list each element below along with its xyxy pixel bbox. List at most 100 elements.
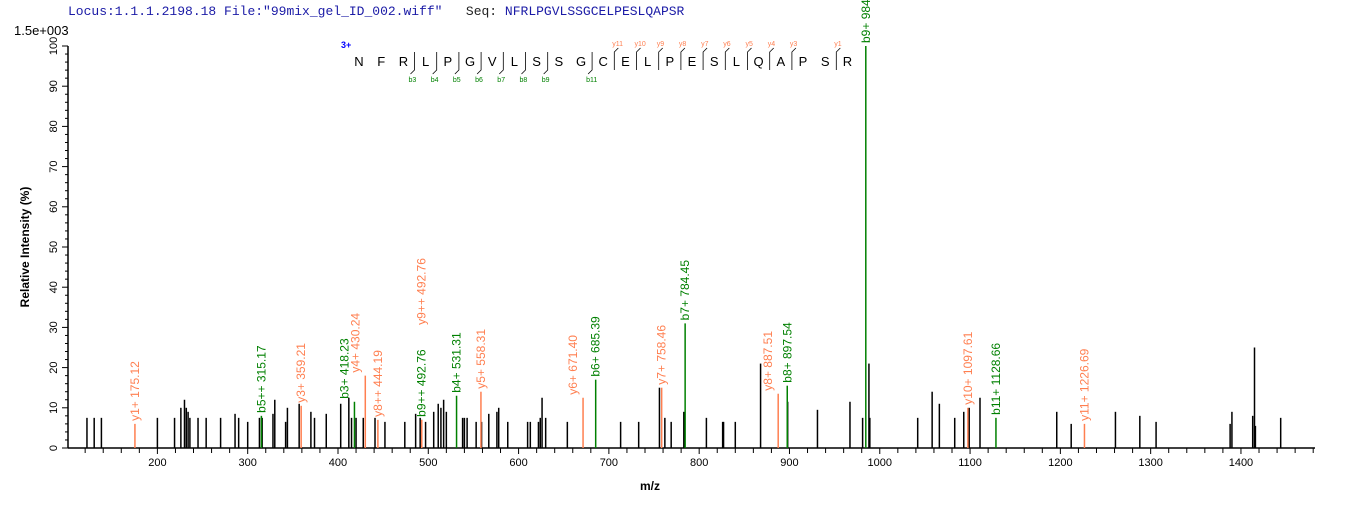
y-ion-label: y1+ 175.12 bbox=[128, 361, 142, 421]
b-ion-marker: b6 bbox=[475, 77, 483, 84]
b-ion-marker: b4 bbox=[431, 77, 439, 84]
y-ion-label: y4+ 430.24 bbox=[348, 313, 362, 373]
b-ion-bracket bbox=[499, 52, 504, 75]
sequence-residue: E bbox=[621, 54, 630, 69]
y-ion-label: y9++ 492.76 bbox=[415, 258, 429, 325]
sequence-residue: S bbox=[821, 54, 830, 69]
y-ion-marker: y8 bbox=[679, 41, 687, 48]
y-ion-label: y5+ 558.31 bbox=[474, 329, 488, 389]
sequence-residue: L bbox=[644, 54, 651, 69]
y-ion-marker: y6 bbox=[723, 41, 731, 48]
sequence-residue: G bbox=[465, 54, 475, 69]
y-ion-label: y8+ 887.51 bbox=[761, 331, 775, 391]
y-ion-label: y7+ 758.46 bbox=[655, 325, 669, 385]
x-tick-label: 200 bbox=[148, 457, 166, 469]
y-ion-marker: y9 bbox=[657, 41, 665, 48]
x-tick-label: 1000 bbox=[868, 457, 892, 469]
sequence-residue: S bbox=[710, 54, 719, 69]
sequence-residue: Q bbox=[754, 54, 764, 69]
y-tick-label: 10 bbox=[48, 402, 60, 414]
seq-key: Seq: bbox=[465, 4, 498, 19]
sequence-residue: R bbox=[843, 54, 852, 69]
y-ion-label: y3+ 359.21 bbox=[294, 343, 308, 403]
y-tick-label: 100 bbox=[48, 37, 60, 55]
x-tick-label: 400 bbox=[329, 457, 347, 469]
b-ion-label: b11+ 1128.66 bbox=[989, 343, 1003, 415]
x-tick-label: 600 bbox=[509, 457, 527, 469]
b-ion-marker: b7 bbox=[497, 77, 505, 84]
x-tick-label: 700 bbox=[600, 457, 618, 469]
spectrum-header: Locus:1.1.1.2198.18 File:"99mix_gel_ID_0… bbox=[68, 4, 684, 19]
y-ion-bracket bbox=[724, 47, 730, 70]
y-tick-label: 30 bbox=[48, 321, 60, 333]
sequence-residue: R bbox=[399, 54, 408, 69]
y-ion-label: y6+ 671.40 bbox=[566, 335, 580, 395]
locus-label: Locus:1.1.1.2198.18 bbox=[68, 4, 217, 19]
y-tick-label: 70 bbox=[48, 160, 60, 172]
y-ion-marker: y4 bbox=[768, 41, 776, 48]
sequence-residue: A bbox=[776, 54, 785, 69]
sequence-residue: S bbox=[554, 54, 563, 69]
b-ion-bracket bbox=[521, 52, 526, 75]
y-ion-marker: y3 bbox=[790, 41, 798, 48]
b-ion-marker: b9 bbox=[542, 77, 550, 84]
y-axis-label: Relative Intensity (%) bbox=[18, 187, 32, 308]
b-ion-label: b5++ 315.17 bbox=[254, 345, 268, 413]
b-ion-bracket bbox=[454, 52, 460, 75]
b-ion-bracket bbox=[410, 52, 415, 75]
y-ion-bracket bbox=[769, 47, 774, 70]
y-tick-label: 80 bbox=[48, 120, 60, 132]
y-ion-marker: y5 bbox=[746, 41, 754, 48]
sequence-residue: G bbox=[576, 54, 586, 69]
sequence-residue: V bbox=[488, 54, 497, 69]
y-ion-label: y11+ 1226.69 bbox=[1077, 348, 1091, 421]
y-ion-marker: y7 bbox=[701, 41, 709, 48]
x-tick-label: 1300 bbox=[1138, 457, 1162, 469]
y-ion-bracket bbox=[702, 47, 708, 70]
x-tick-label: 1100 bbox=[958, 457, 982, 469]
b-ion-marker: b8 bbox=[520, 77, 528, 84]
charge-state: 3+ bbox=[341, 40, 351, 50]
seq-value: NFRLPGVLSSGCELPESLQAPSR bbox=[504, 4, 685, 19]
y-ion-label: y8++ 444.19 bbox=[371, 350, 385, 417]
x-tick-label: 1200 bbox=[1048, 457, 1072, 469]
sequence-residue: P bbox=[799, 54, 808, 69]
y-tick-label: 50 bbox=[48, 241, 60, 253]
b-ion-bracket bbox=[432, 52, 438, 75]
y-ion-bracket bbox=[680, 47, 686, 70]
y-tick-label: 20 bbox=[48, 361, 60, 373]
x-tick-label: 1400 bbox=[1229, 457, 1253, 469]
y-tick-label: 60 bbox=[48, 201, 60, 213]
x-tick-label: 800 bbox=[690, 457, 708, 469]
x-tick-label: 300 bbox=[239, 457, 257, 469]
b-ion-label: b7+ 784.45 bbox=[678, 260, 692, 321]
sequence-residue: L bbox=[733, 54, 740, 69]
b-ion-bracket bbox=[476, 52, 482, 75]
b-ion-label: b3+ 418.23 bbox=[337, 338, 351, 399]
b-ion-label: b8+ 897.54 bbox=[780, 322, 794, 383]
b-ion-marker: b3 bbox=[409, 77, 417, 84]
file-label: File:"99mix_gel_ID_002.wiff" bbox=[224, 4, 443, 19]
y-ion-bracket bbox=[613, 47, 619, 70]
b-ion-label: b9+ 984.53 bbox=[859, 0, 873, 43]
y-ion-bracket bbox=[747, 47, 752, 70]
sequence-residue: S bbox=[532, 54, 541, 69]
sequence-residue: C bbox=[599, 54, 608, 69]
intensity-scale-label: 1.5e+003 bbox=[14, 23, 69, 38]
sequence-residue: E bbox=[688, 54, 697, 69]
y-ion-marker: y10 bbox=[635, 41, 646, 48]
y-ion-label: y10+ 1097.61 bbox=[961, 331, 975, 404]
y-ion-marker: y11 bbox=[612, 41, 623, 48]
y-tick-label: 40 bbox=[48, 281, 60, 293]
b-ion-marker: b11 bbox=[586, 77, 597, 84]
y-ion-bracket bbox=[636, 47, 641, 70]
b-ion-bracket bbox=[587, 52, 593, 75]
sequence-residue: N bbox=[354, 54, 363, 69]
y-tick-label: 0 bbox=[48, 445, 60, 451]
b-ion-label: b4+ 531.31 bbox=[450, 332, 464, 393]
x-axis-label: m/z bbox=[640, 479, 660, 493]
y-tick-label: 90 bbox=[48, 80, 60, 92]
y-ion-bracket bbox=[835, 47, 841, 70]
sequence-residue: P bbox=[665, 54, 674, 69]
y-ion-bracket bbox=[658, 47, 663, 70]
